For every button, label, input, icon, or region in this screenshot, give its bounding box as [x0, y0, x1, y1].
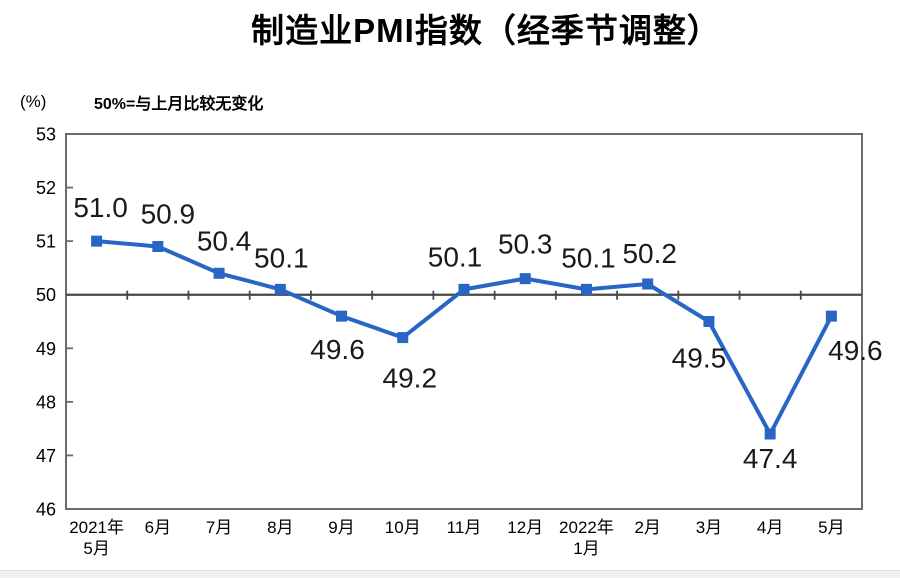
data-point-label: 50.1	[428, 241, 483, 272]
data-point-label: 50.3	[498, 229, 553, 260]
data-point-marker	[213, 267, 225, 279]
data-point-label: 50.1	[254, 242, 309, 273]
data-point-label: 51.0	[73, 192, 128, 223]
data-point-label: 49.5	[672, 343, 727, 374]
data-point-label: 47.4	[743, 443, 798, 474]
data-point-label: 49.2	[383, 363, 438, 394]
plot-area-border	[65, 133, 863, 510]
y-axis-tick-label: 46	[36, 500, 56, 520]
y-axis-tick-label: 53	[36, 125, 56, 145]
data-point-label: 50.1	[561, 242, 616, 273]
x-axis-tick-label: 4月	[757, 518, 783, 537]
y-axis-tick-label: 51	[36, 232, 56, 252]
x-axis-tick-label: 5月	[818, 518, 844, 537]
footer-strip	[0, 570, 900, 578]
y-axis-tick-label: 49	[36, 339, 56, 359]
y-axis-tick-label: 50	[36, 285, 56, 305]
y-axis-unit-label: (%)	[20, 92, 47, 111]
y-axis-tick-label: 47	[36, 446, 56, 466]
data-point-label: 50.4	[197, 225, 252, 256]
data-point-marker	[274, 283, 286, 295]
data-point-marker	[336, 310, 348, 322]
data-point-marker	[91, 235, 103, 247]
x-axis-tick-label: 2021年 5月	[69, 518, 124, 558]
x-axis-tick-label: 9月	[328, 518, 354, 537]
x-axis-tick-label: 2月	[634, 518, 660, 537]
y-axis-tick-label: 48	[36, 392, 56, 412]
x-axis-tick-label: 3月	[696, 518, 722, 537]
y-axis-tick-label: 52	[36, 178, 56, 198]
chart-title: 制造业PMI指数（经季节调整）	[251, 12, 721, 49]
data-point-label: 50.9	[141, 199, 196, 230]
data-point-marker	[642, 278, 654, 290]
data-point-marker	[825, 310, 837, 322]
data-point-label: 49.6	[310, 334, 365, 365]
data-point-marker	[458, 283, 470, 295]
x-axis-tick-label: 11月	[447, 518, 482, 537]
reference-note: 50%=与上月比较无变化	[94, 96, 264, 113]
data-point-label: 49.6	[828, 335, 883, 366]
data-point-marker	[764, 428, 776, 440]
data-point-marker	[703, 316, 715, 327]
x-axis-tick-label: 12月	[507, 518, 543, 537]
data-point-marker	[519, 273, 531, 285]
data-point-marker	[397, 332, 409, 344]
x-axis-tick-label: 7月	[206, 518, 232, 537]
x-axis-tick-label: 2022年 1月	[559, 518, 614, 558]
x-axis-tick-label: 10月	[385, 518, 421, 537]
x-axis-tick-label: 8月	[267, 518, 293, 537]
data-point-marker	[152, 241, 164, 252]
data-point-marker	[580, 283, 592, 295]
data-point-label: 50.2	[622, 238, 677, 269]
x-axis-tick-label: 6月	[145, 518, 171, 537]
